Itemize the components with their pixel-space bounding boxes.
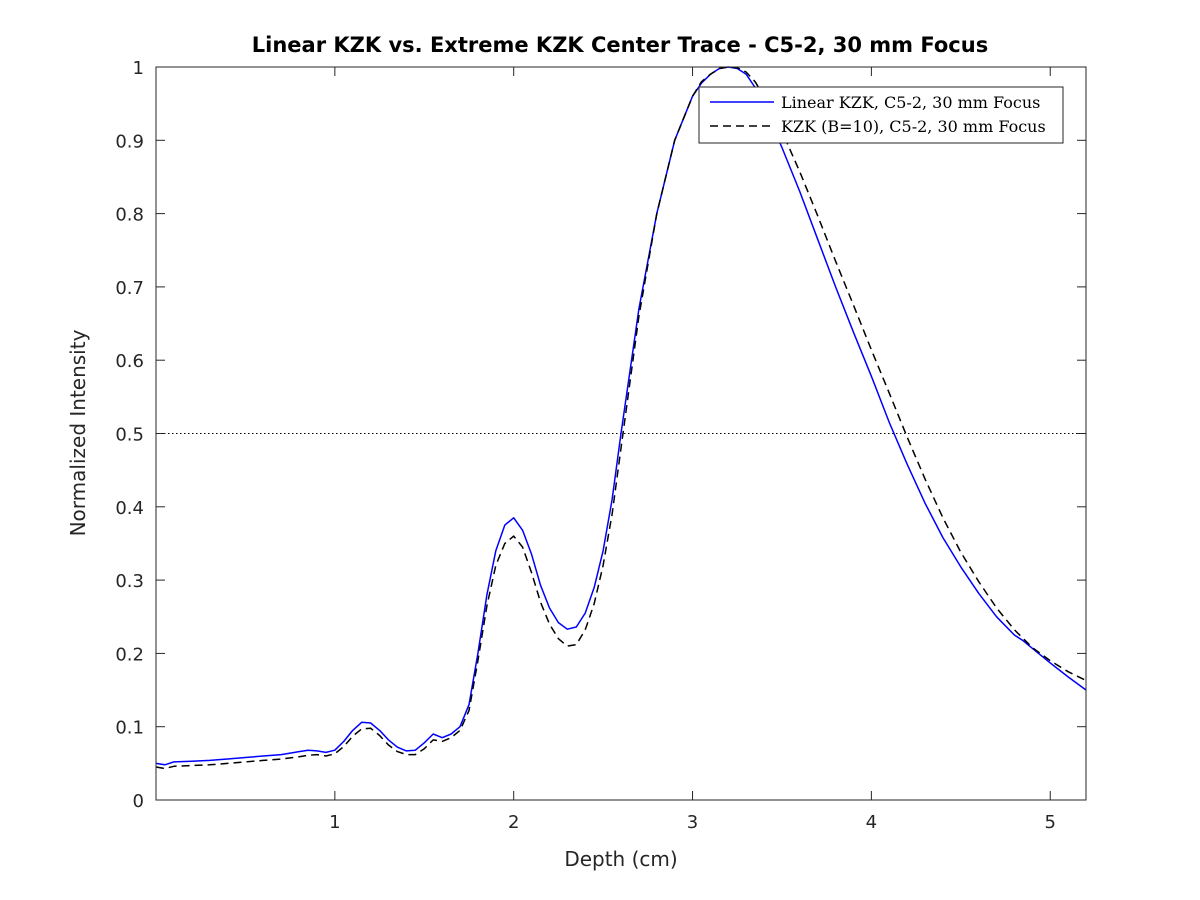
- x-tick-label: 4: [866, 812, 877, 833]
- x-tick-label: 1: [329, 812, 340, 833]
- y-tick-label: 0.7: [115, 278, 144, 299]
- y-tick-label: 0.5: [115, 425, 144, 446]
- chart-title: Linear KZK vs. Extreme KZK Center Trace …: [252, 33, 988, 57]
- ticks-layer: 1 2 3 4 5 0 0.1 0.2 0.3 0.4 0.5 0.6 0.7 0.8 0.9 1: [115, 58, 1086, 833]
- series-line-kzk-b10: [155, 66, 1087, 770]
- y-tick-label: 0.6: [115, 351, 144, 372]
- x-tick-label: 3: [687, 812, 698, 833]
- y-tick-label: 1: [133, 58, 144, 79]
- legend-label-linear-kzk: Linear KZK, C5-2, 30 mm Focus: [781, 93, 1040, 112]
- y-tick-label: 0.8: [115, 205, 144, 226]
- y-tick-label: 0: [133, 791, 144, 812]
- y-axis-label: Normalized Intensity: [66, 329, 90, 536]
- series-layer: [155, 66, 1087, 770]
- y-tick-label: 0.2: [115, 644, 144, 665]
- legend-label-kzk-b10: KZK (B=10), C5-2, 30 mm Focus: [781, 117, 1046, 136]
- x-tick-label: 2: [508, 812, 519, 833]
- y-tick-label: 0.1: [115, 718, 144, 739]
- legend-box: [698, 86, 1064, 144]
- x-axis-label: Depth (cm): [564, 847, 677, 871]
- legend: Linear KZK, C5-2, 30 mm Focus KZK (B=10)…: [698, 86, 1064, 144]
- series-line-linear-kzk: [155, 66, 1087, 766]
- y-tick-label: 0.9: [115, 131, 144, 152]
- y-tick-label: 0.3: [115, 571, 144, 592]
- y-tick-label: 0.4: [115, 498, 144, 519]
- x-tick-label: 5: [1045, 812, 1056, 833]
